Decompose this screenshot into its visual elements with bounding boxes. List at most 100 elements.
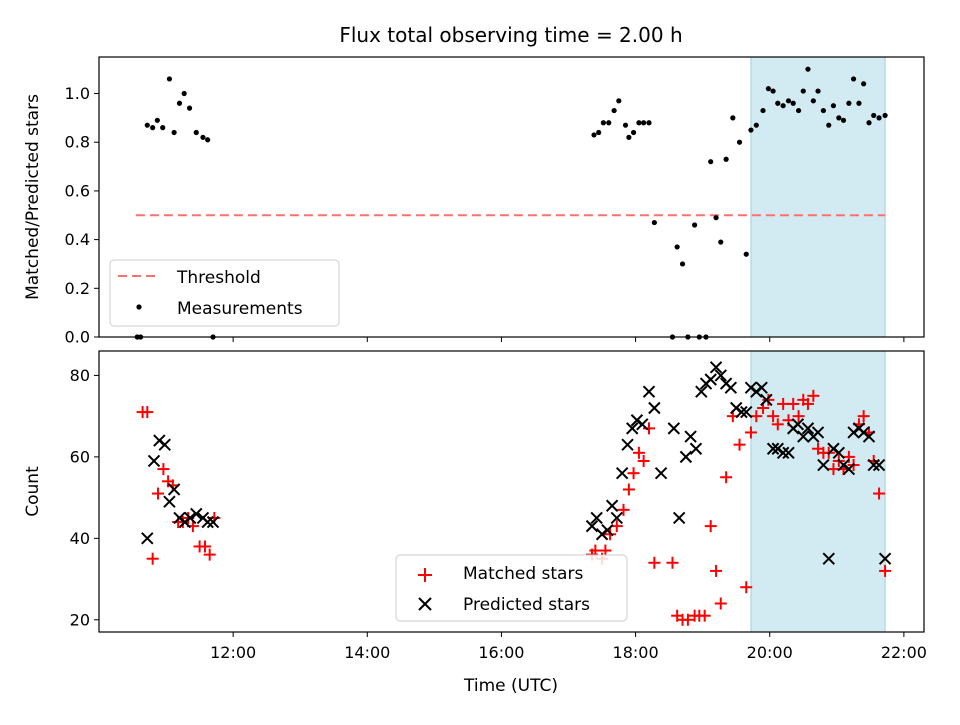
measurement-point [820, 107, 826, 114]
matched-star-marker [698, 609, 711, 622]
matched-star-marker [733, 438, 746, 451]
measurement-point [866, 120, 872, 126]
predicted-star-marker [167, 483, 181, 496]
matched-star-marker [152, 487, 165, 500]
predicted-star-marker [158, 438, 171, 451]
matched-star-marker [792, 410, 805, 423]
measurement-point [205, 137, 211, 143]
x-tick-label: 18:00 [613, 643, 659, 662]
predicted-star-marker [822, 552, 835, 565]
legend-predicted-swatch [418, 597, 432, 611]
predicted-star-marker [648, 401, 661, 415]
measurement-point [622, 122, 629, 128]
predicted-star-marker [626, 422, 639, 435]
measurement-point [846, 100, 852, 106]
measurement-point [171, 129, 177, 136]
matched-star-marker [617, 503, 630, 516]
measurement-point [596, 129, 602, 136]
measurement-point [810, 98, 816, 104]
measurement-point [790, 100, 796, 106]
measurement-point [815, 88, 821, 94]
predicted-star-marker [667, 422, 681, 435]
predicted-star-marker [797, 430, 810, 443]
measurement-point [651, 219, 657, 226]
measurement-point [154, 117, 160, 123]
legend-matched-label: Matched stars [463, 564, 583, 584]
measurement-point [753, 122, 759, 128]
measurement-point [626, 134, 632, 140]
x-tick-label: 20:00 [747, 643, 793, 662]
measurement-point [840, 117, 847, 123]
y-tick-label: 0.8 [65, 133, 90, 152]
measurement-point [591, 132, 597, 138]
predicted-star-marker [206, 515, 220, 529]
x-tick-label: 16:00 [478, 643, 524, 662]
matched-star-marker [637, 454, 650, 467]
y-tick-label: 40 [70, 529, 90, 548]
bottom-y-ticks: 20 40 60 80 [70, 366, 99, 629]
predicted-star-marker [190, 507, 203, 521]
top-y-ticks: 0.0 0.2 0.4 0.6 0.8 1.0 [65, 84, 99, 347]
predicted-star-marker [776, 446, 790, 460]
predicted-star-marker [636, 418, 649, 431]
measurement-point [861, 81, 867, 87]
predicted-star-marker [724, 381, 738, 394]
measurement-point [176, 100, 183, 106]
matched-star-marker [807, 389, 820, 402]
y-tick-label: 0.6 [65, 181, 90, 200]
measurement-point [850, 76, 857, 82]
y-tick-label: 0.0 [65, 328, 90, 347]
matched-star-marker [879, 564, 892, 577]
bottom-legend: Matched stars Predicted stars [395, 554, 628, 622]
predicted-star-marker [695, 385, 708, 398]
measurement-point [736, 139, 743, 145]
measurement-point [805, 66, 811, 72]
predicted-star-marker [709, 361, 723, 374]
measurement-point [836, 115, 842, 121]
predicted-star-marker [782, 446, 795, 460]
legend-measurements-swatch [136, 304, 142, 310]
matched-star-marker [627, 467, 640, 480]
measurement-point [630, 129, 637, 136]
matched-star-marker [198, 540, 211, 553]
measurement-point [743, 251, 749, 257]
top-highlight-span [750, 56, 886, 338]
predicted-star-marker [615, 466, 629, 480]
matched-star-marker [203, 548, 216, 561]
predicted-star-marker [585, 519, 599, 533]
top-legend: Threshold Measurements [109, 259, 340, 327]
measurement-point [600, 120, 606, 126]
y-tick-label: 1.0 [65, 84, 90, 103]
matched-star-marker [762, 393, 775, 406]
top-axes-frame [98, 56, 925, 338]
measurement-point [646, 120, 652, 126]
legend-matched-swatch [418, 568, 432, 582]
measurement-point [826, 122, 832, 128]
measurement-point [679, 261, 686, 267]
predicted-star-marker [811, 426, 825, 439]
ratio-panel: 0.0 0.2 0.4 0.6 0.8 1.0 Matched/Predicted sta… [23, 56, 925, 347]
measurement-point [166, 76, 173, 82]
measurement-point [708, 159, 714, 165]
measurement-point [200, 134, 206, 140]
measurement-point [876, 115, 882, 121]
chart-title: Flux total observing time = 2.00 h [339, 23, 682, 47]
y-tick-label: 0.2 [65, 279, 90, 298]
measurement-point [150, 125, 156, 131]
bottom-axes-frame [98, 350, 925, 633]
matched-star-marker [710, 564, 723, 577]
top-x-ticks [232, 337, 905, 342]
measurement-point [723, 156, 729, 162]
measurement-point [730, 115, 736, 121]
matched-star-marker [666, 556, 679, 569]
y-tick-label: 20 [70, 610, 90, 629]
measurement-point [795, 107, 802, 114]
predicted-star-marker [605, 499, 619, 512]
matched-star-marker [157, 463, 170, 476]
matched-star-marker [141, 406, 154, 419]
predicted-star-marker [867, 458, 880, 472]
legend-measurements-label: Measurements [177, 299, 303, 319]
top-legend-box [109, 259, 340, 327]
matched-star-marker [146, 552, 159, 565]
measurement-point [181, 90, 187, 97]
